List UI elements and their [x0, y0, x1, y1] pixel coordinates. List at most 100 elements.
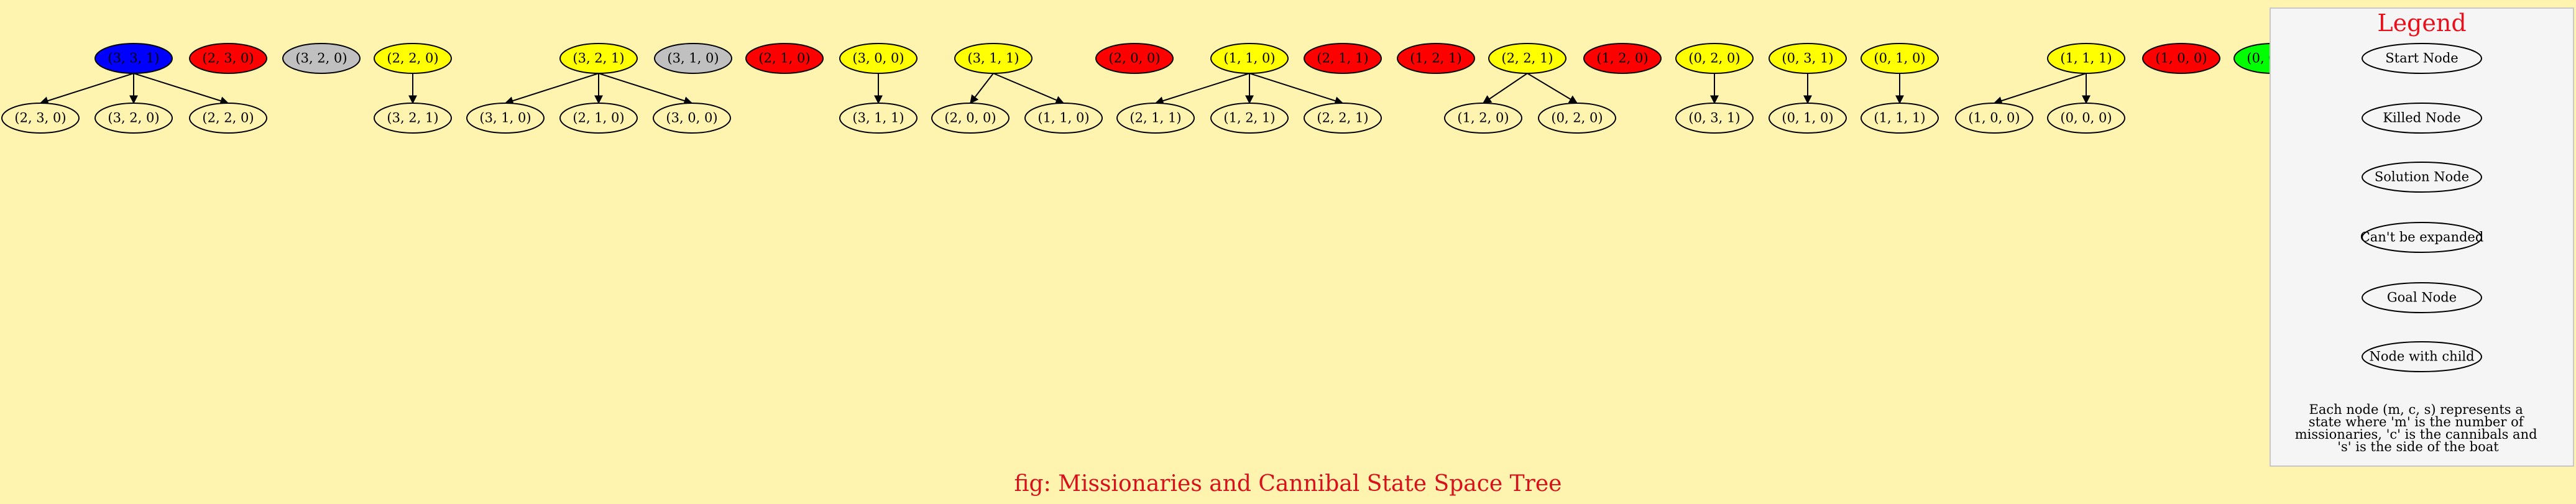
state-node-expanded: (0, 2, 0): [1675, 43, 1754, 74]
child-state-node-label: (0, 3, 1): [1688, 111, 1740, 126]
child-state-node-shape: [189, 103, 267, 134]
child-state-node-shape: [1861, 103, 1939, 134]
legend-item-shape: [2362, 43, 2482, 74]
legend-panel: Legend Start Node Killed Node Solution Nod…: [2270, 7, 2574, 467]
child-state-node: (2, 2, 0): [189, 103, 267, 134]
state-node-killed-shape: [189, 43, 267, 74]
child-state-node: (3, 2, 0): [94, 103, 173, 134]
tree-edge: [504, 73, 599, 105]
legend-item: Can't be expanded: [2360, 222, 2483, 253]
legend-description-line-4: 's' is the side of the boat: [2337, 439, 2499, 454]
child-state-node-shape: [1024, 103, 1103, 134]
child-state-node-label: (0, 1, 0): [1782, 111, 1833, 126]
state-node-killed-label: (1, 0, 0): [2155, 51, 2207, 66]
child-state-node: (0, 0, 0): [2047, 103, 2125, 134]
state-node-killed: (2, 1, 1): [1304, 43, 1382, 74]
state-node-expanded-label: (1, 1, 0): [1223, 51, 1275, 66]
state-node-expanded: (3, 1, 1): [954, 43, 1033, 74]
legend-item-shape: [2362, 282, 2482, 313]
child-state-node: (3, 0, 0): [653, 103, 731, 134]
child-state-node: (2, 1, 1): [1116, 103, 1195, 134]
state-node-expanded-shape: [1675, 43, 1754, 74]
tree-edge: [133, 73, 229, 105]
child-state-node-shape: [374, 103, 452, 134]
child-state-node-label: (0, 2, 0): [1551, 111, 1603, 126]
tree-edge: [970, 73, 994, 104]
child-state-node-label: (1, 1, 1): [1874, 111, 1925, 126]
state-node-expanded-label: (0, 1, 0): [1874, 51, 1925, 66]
legend-item: Solution Node: [2362, 162, 2482, 193]
state-node-expanded-shape: [839, 43, 918, 74]
state-node-killed-label: (2, 1, 1): [1317, 51, 1368, 66]
legend-item-shape: [2362, 103, 2482, 134]
state-node-killed: (1, 2, 1): [1397, 43, 1475, 74]
state-node-expanded: (2, 2, 0): [374, 43, 452, 74]
child-state-node-label: (1, 0, 0): [1968, 111, 2020, 126]
child-state-node-label: (2, 3, 0): [14, 111, 66, 126]
state-node-killed-label: (2, 1, 0): [758, 51, 810, 66]
state-node-killed: (1, 0, 0): [2142, 43, 2220, 74]
state-node-expanded: (3, 0, 0): [839, 43, 918, 74]
state-node-killed-shape: [1397, 43, 1475, 74]
child-state-node: (1, 0, 0): [1955, 103, 2033, 134]
child-state-node-label: (2, 2, 0): [202, 111, 254, 126]
child-state-node: (1, 2, 0): [1444, 103, 1522, 134]
legend-item-shape: [2362, 162, 2482, 193]
legend-item-label: Node with child: [2369, 349, 2474, 364]
child-state-node: (3, 1, 1): [839, 103, 918, 134]
state-node-killed-label: (2, 3, 0): [202, 51, 254, 66]
child-state-node-shape: [1210, 103, 1289, 134]
state-node-expanded: (2, 2, 1): [1488, 43, 1566, 74]
child-state-node: (1, 2, 1): [1210, 103, 1289, 134]
tree-edge: [993, 73, 1065, 104]
child-state-node-shape: [559, 103, 638, 134]
child-state-node-shape: [2047, 103, 2125, 134]
state-node-killed-label: (1, 2, 1): [1410, 51, 1461, 66]
child-state-node-label: (3, 1, 1): [852, 111, 904, 126]
legend-item-shape: [2362, 222, 2482, 253]
child-state-node: (3, 2, 1): [374, 103, 452, 134]
child-state-node-shape: [653, 103, 731, 134]
child-state-node-shape: [1955, 103, 2033, 134]
legend-item-label: Killed Node: [2383, 111, 2460, 126]
tree-edge: [1154, 73, 1250, 105]
legend-items: Start Node Killed Node Solution Node Can't …: [2360, 43, 2483, 372]
state-node-expanded-shape: [1769, 43, 1847, 74]
legend-item-label: Start Node: [2385, 51, 2458, 66]
child-state-node-label: (0, 0, 0): [2060, 111, 2112, 126]
legend-description-line-2: state where 'm' is the number of: [2309, 415, 2525, 429]
legend-item: Killed Node: [2362, 103, 2482, 134]
tree-edge: [39, 73, 134, 105]
child-state-node-label: (3, 1, 0): [479, 111, 531, 126]
child-state-node: (0, 3, 1): [1675, 103, 1754, 134]
tree-edge: [1249, 73, 1344, 105]
child-state-node-shape: [931, 103, 1010, 134]
child-state-node-shape: [1444, 103, 1522, 134]
state-node-killed: (2, 3, 0): [189, 43, 267, 74]
child-state-node-label: (2, 2, 1): [1317, 111, 1368, 126]
child-state-node: (1, 1, 0): [1024, 103, 1103, 134]
state-node-expanded-label: (2, 2, 1): [1501, 51, 1553, 66]
figure-caption: fig: Missionaries and Cannibal State Spa…: [1014, 471, 1562, 497]
state-node-expanded-shape: [2047, 43, 2125, 74]
child-state-node: (0, 2, 0): [1538, 103, 1616, 134]
tree-edge: [1482, 73, 1528, 104]
legend-description-line-3: missionaries, 'c' is the cannibals and: [2295, 427, 2537, 442]
state-node-killed: (2, 0, 0): [1095, 43, 1174, 74]
state-node-killed: (1, 2, 0): [1583, 43, 1662, 74]
legend-description: Each node (m, c, s) represents a state w…: [2295, 402, 2541, 454]
state-node-expanded-shape: [374, 43, 452, 74]
child-state-node-shape: [1116, 103, 1195, 134]
child-state-node-shape: [1, 103, 80, 134]
child-state-node: (1, 1, 1): [1861, 103, 1939, 134]
child-state-node-label: (1, 2, 1): [1223, 111, 1275, 126]
state-node-killed-shape: [745, 43, 824, 74]
child-state-node-shape: [94, 103, 173, 134]
tree-edge: [598, 73, 693, 105]
state-node-expanded: (0, 1, 0): [1861, 43, 1939, 74]
child-state-node-label: (3, 0, 0): [666, 111, 717, 126]
legend-item-shape: [2362, 341, 2482, 372]
child-state-node-label: (3, 2, 0): [108, 111, 159, 126]
state-node-expanded: (0, 3, 1): [1769, 43, 1847, 74]
